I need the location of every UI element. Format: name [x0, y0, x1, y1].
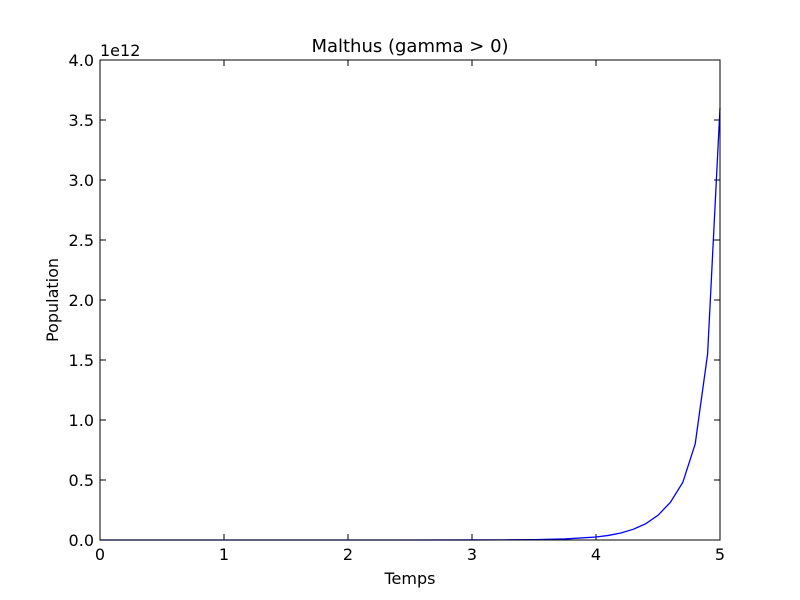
y-axis-offset-label: 1e12 [100, 41, 140, 60]
axes-frame [99, 59, 721, 541]
x-axis-label: Temps [384, 569, 436, 588]
y-tick-label: 4.0 [69, 51, 94, 70]
y-tick-label: 1.5 [69, 351, 94, 370]
x-tick-label: 4 [591, 545, 601, 564]
x-tick-label: 5 [715, 545, 725, 564]
x-tick-label: 0 [95, 545, 105, 564]
axis-ticks: 0 1 2 3 4 5 0.0 0.5 1.0 1.5 2.0 2.5 3.0 3.5 4.0 [69, 51, 726, 564]
y-tick-label: 1.0 [69, 411, 94, 430]
chart-title: Malthus (gamma > 0) [311, 36, 508, 57]
y-tick-label: 0.0 [69, 531, 94, 550]
y-tick-label: 3.5 [69, 111, 94, 130]
x-tick-label: 3 [467, 545, 477, 564]
series-line [100, 107, 721, 541]
y-axis-label: Population [43, 258, 62, 342]
y-tick-label: 2.0 [69, 291, 94, 310]
plot-series [100, 107, 721, 541]
x-tick-label: 1 [219, 545, 229, 564]
y-tick-label: 0.5 [69, 471, 94, 490]
y-tick-label: 3.0 [69, 171, 94, 190]
x-tick-label: 2 [343, 545, 353, 564]
y-tick-label: 2.5 [69, 231, 94, 250]
